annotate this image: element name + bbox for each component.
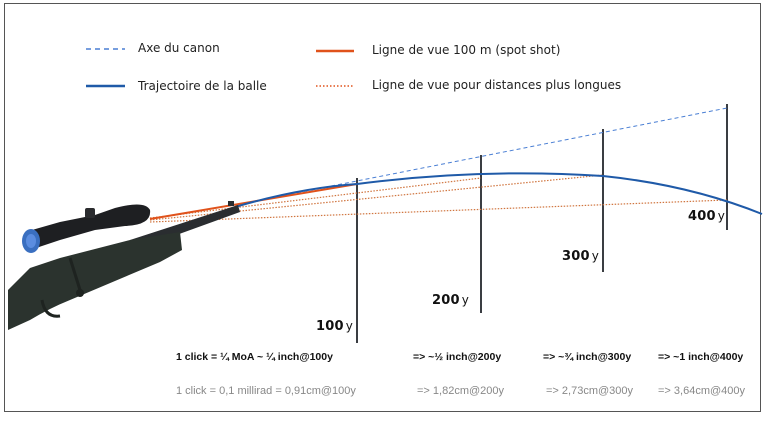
bullet-trajectory	[234, 172, 763, 215]
mrad-100y: 1 click = 0,1 millirad = 0,91cm@100y	[176, 385, 356, 397]
legend-barrel-axis: Axe du canon	[138, 41, 220, 55]
legend-bullet-trajectory: Trajectoire de la balle	[138, 79, 267, 93]
mrad-300y: => 2,73cm@300y	[546, 385, 633, 397]
distance-label-400: 400 y	[688, 209, 726, 224]
legend-sight-line-longer: Ligne de vue pour distances plus longues	[372, 78, 622, 92]
moa-300y: => ~¾ inch@300y	[543, 351, 632, 363]
mrad-200y: => 1,82cm@200y	[417, 385, 504, 397]
distance-label-200: 200 y	[432, 293, 470, 308]
mrad-400y: => 3,64cm@400y	[658, 385, 745, 397]
rifle-illustration	[8, 201, 240, 330]
sight-line-400y	[149, 177, 482, 219]
distance-label-300: 300 y	[562, 249, 600, 264]
sight-line-300y	[149, 199, 728, 223]
moa-400y: => ~1 inch@400y	[658, 351, 744, 363]
legend-sight-line-100m: Ligne de vue 100 m (spot shot)	[372, 43, 561, 57]
moa-100y: 1 click = ¼ MoA ~ ¼ inch@100y	[176, 351, 333, 363]
moa-200y: => ~½ inch@200y	[413, 351, 502, 363]
distance-label-100: 100 y	[316, 319, 354, 334]
